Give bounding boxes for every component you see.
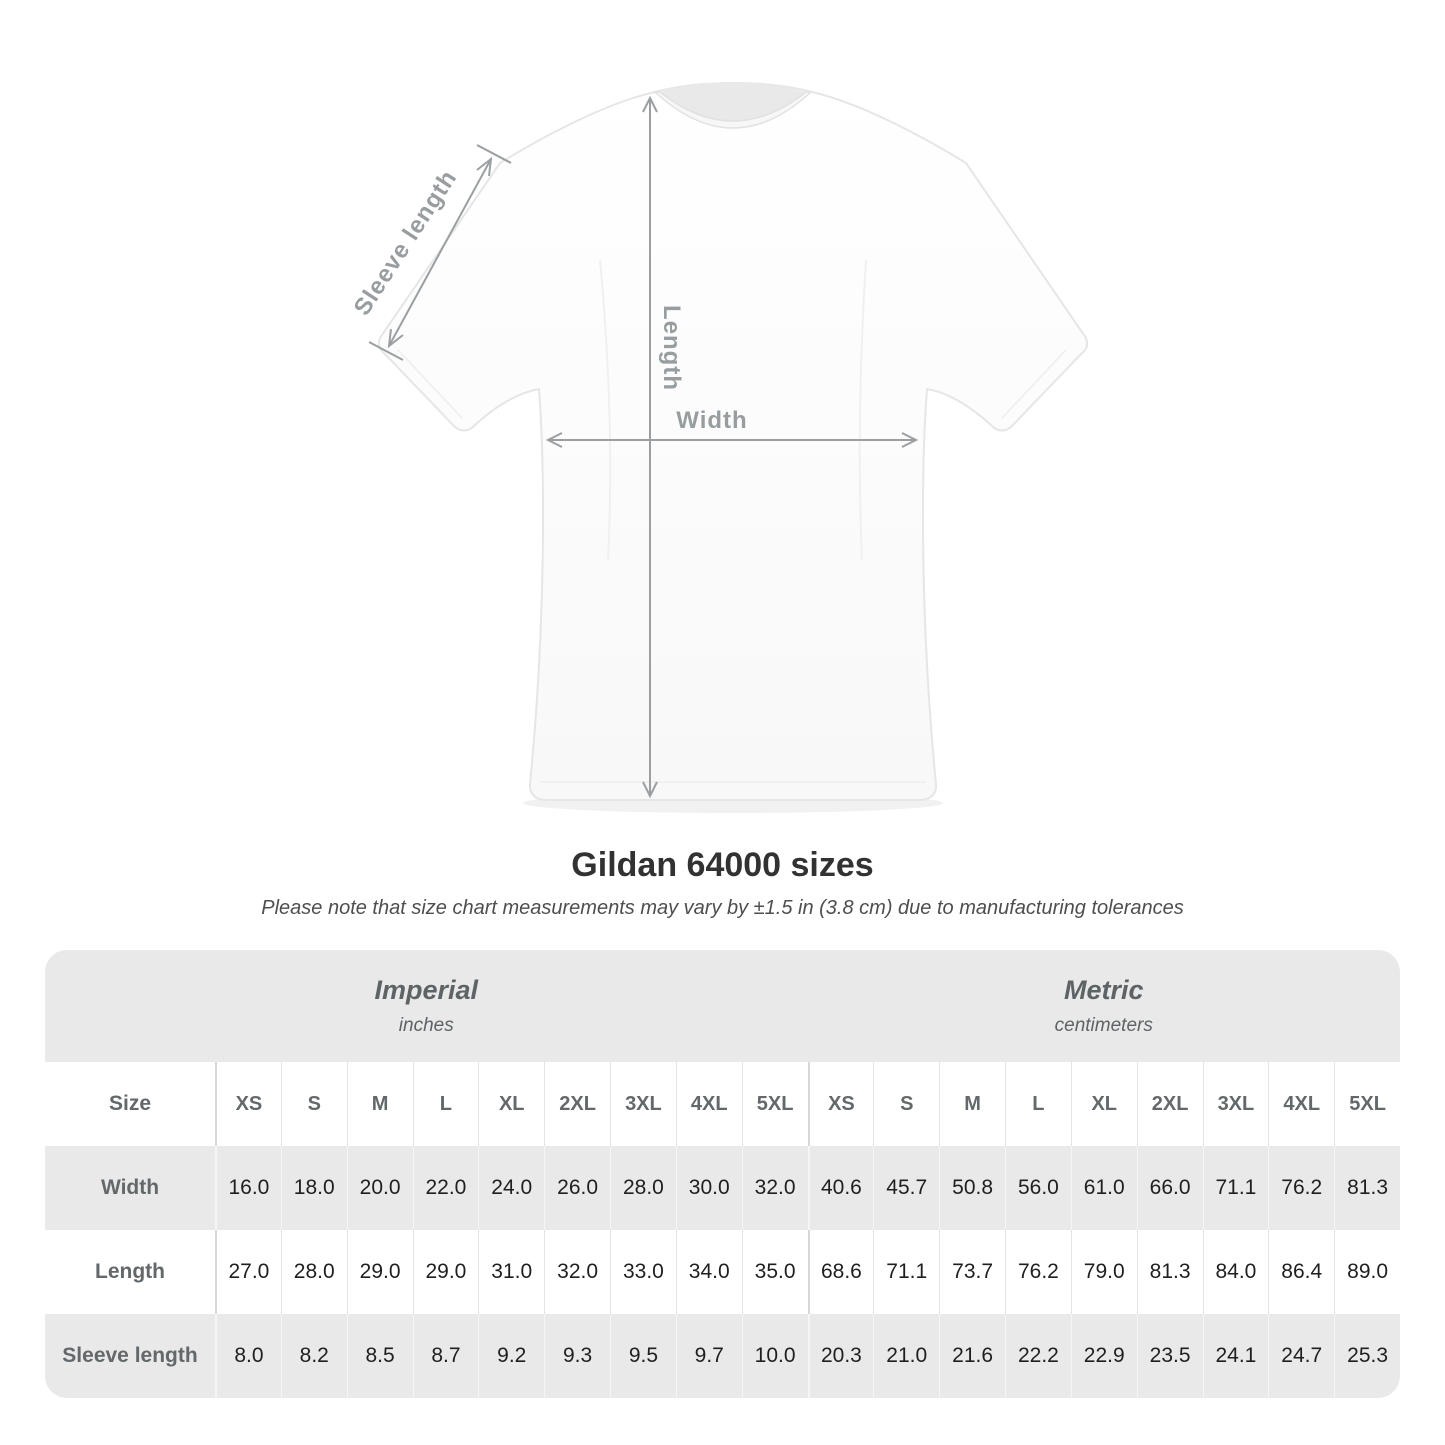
- size-value-cell: 35.0: [741, 1230, 808, 1314]
- size-column-header: 4XL: [1268, 1062, 1335, 1146]
- length-dimension-label: Length: [658, 305, 685, 391]
- size-chart-table: Imperial inches Metric centimeters Size …: [45, 950, 1400, 1398]
- imperial-section-header: Imperial inches: [45, 950, 808, 1062]
- size-value-cell: 86.4: [1268, 1230, 1335, 1314]
- size-value-cell: 81.3: [1334, 1146, 1400, 1230]
- size-value-cell: 61.0: [1070, 1146, 1137, 1230]
- size-value-cell: 32.0: [544, 1230, 610, 1314]
- size-value-cell: 68.6: [807, 1230, 874, 1314]
- size-value-cell: 9.3: [544, 1314, 610, 1398]
- size-value-cell: 33.0: [610, 1230, 676, 1314]
- row-label-width: Width: [45, 1146, 215, 1230]
- imperial-unit: inches: [398, 1015, 454, 1036]
- size-value-cell: 84.0: [1202, 1230, 1269, 1314]
- size-value-cell: 27.0: [215, 1230, 281, 1314]
- size-value-cell: 21.6: [939, 1314, 1005, 1398]
- length-arrow: [642, 95, 658, 799]
- size-column-header: 5XL: [1334, 1062, 1400, 1146]
- size-column-header: S: [280, 1062, 347, 1146]
- size-value-cell: 40.6: [807, 1146, 874, 1230]
- size-value-cell: 28.0: [610, 1146, 676, 1230]
- size-value-cell: 56.0: [1005, 1146, 1071, 1230]
- page-title: Gildan 64000 sizes: [571, 846, 874, 884]
- size-value-cell: 9.5: [610, 1314, 676, 1398]
- size-value-cell: 31.0: [478, 1230, 545, 1314]
- size-value-cell: 23.5: [1136, 1314, 1203, 1398]
- size-column-header: XL: [1070, 1062, 1137, 1146]
- size-value-cell: 8.2: [280, 1314, 347, 1398]
- size-value-cell: 9.2: [478, 1314, 545, 1398]
- size-column-header: 4XL: [675, 1062, 742, 1146]
- tshirt-neck-opening: [660, 82, 806, 121]
- row-label-length: Length: [45, 1230, 215, 1314]
- tshirt-image: [368, 82, 1089, 813]
- size-value-cell: 81.3: [1136, 1230, 1203, 1314]
- size-value-cell: 20.3: [807, 1314, 874, 1398]
- size-value-cell: 29.0: [412, 1230, 479, 1314]
- size-value-cell: 71.1: [1202, 1146, 1269, 1230]
- size-value-cell: 20.0: [346, 1146, 413, 1230]
- shirt-fold-lines: [397, 259, 1067, 783]
- size-value-cell: 28.0: [280, 1230, 347, 1314]
- imperial-title: Imperial: [374, 975, 479, 1005]
- size-column-header: M: [939, 1062, 1005, 1146]
- sleeve-length-arrow: [368, 144, 512, 361]
- size-value-cell: 21.0: [873, 1314, 940, 1398]
- size-value-cell: 8.5: [346, 1314, 413, 1398]
- size-value-cell: 29.0: [346, 1230, 413, 1314]
- size-value-cell: 10.0: [741, 1314, 808, 1398]
- size-column-header: 3XL: [610, 1062, 676, 1146]
- size-value-cell: 89.0: [1334, 1230, 1400, 1314]
- size-column-header: S: [873, 1062, 940, 1146]
- row-label-sleeve-length: Sleeve length: [45, 1314, 215, 1398]
- size-value-cell: 24.0: [478, 1146, 545, 1230]
- size-value-cell: 76.2: [1268, 1146, 1335, 1230]
- size-value-cell: 73.7: [939, 1230, 1005, 1314]
- size-column-header: XS: [215, 1062, 281, 1146]
- size-value-cell: 22.2: [1005, 1314, 1071, 1398]
- size-value-cell: 8.0: [215, 1314, 281, 1398]
- size-value-cell: 34.0: [675, 1230, 742, 1314]
- metric-unit: centimeters: [1054, 1015, 1153, 1036]
- size-column-header: 2XL: [1136, 1062, 1203, 1146]
- size-column-header: L: [1005, 1062, 1071, 1146]
- size-value-cell: 22.0: [412, 1146, 479, 1230]
- size-value-cell: 32.0: [741, 1146, 808, 1230]
- size-column-header: 2XL: [544, 1062, 610, 1146]
- size-column-header: M: [346, 1062, 413, 1146]
- size-value-cell: 22.9: [1070, 1314, 1137, 1398]
- metric-section-header: Metric centimeters: [807, 950, 1400, 1062]
- size-column-header: XL: [478, 1062, 545, 1146]
- tolerance-note: Please note that size chart measurements…: [261, 897, 1184, 919]
- width-arrow: [545, 432, 919, 448]
- size-value-cell: 26.0: [544, 1146, 610, 1230]
- metric-title: Metric: [1063, 975, 1144, 1005]
- size-column-header: 5XL: [741, 1062, 808, 1146]
- size-column-header: XS: [807, 1062, 874, 1146]
- size-value-cell: 8.7: [412, 1314, 479, 1398]
- size-value-cell: 16.0: [215, 1146, 281, 1230]
- size-value-cell: 71.1: [873, 1230, 940, 1314]
- size-value-cell: 76.2: [1005, 1230, 1071, 1314]
- size-value-cell: 25.3: [1334, 1314, 1400, 1398]
- size-column-header: L: [412, 1062, 479, 1146]
- size-value-cell: 24.7: [1268, 1314, 1335, 1398]
- tshirt-body: [377, 82, 1089, 801]
- size-value-cell: 30.0: [675, 1146, 742, 1230]
- size-value-cell: 50.8: [939, 1146, 1005, 1230]
- size-column-header: 3XL: [1202, 1062, 1269, 1146]
- column-header-size: Size: [45, 1062, 215, 1146]
- size-value-cell: 45.7: [873, 1146, 940, 1230]
- tshirt-collar: [653, 91, 813, 129]
- size-value-cell: 24.1: [1202, 1314, 1269, 1398]
- size-value-cell: 66.0: [1136, 1146, 1203, 1230]
- size-value-cell: 79.0: [1070, 1230, 1137, 1314]
- shirt-measurement-diagram: Sleeve length Length Width: [349, 82, 1089, 813]
- width-dimension-label: Width: [676, 407, 748, 434]
- size-value-cell: 18.0: [280, 1146, 347, 1230]
- size-value-cell: 9.7: [675, 1314, 742, 1398]
